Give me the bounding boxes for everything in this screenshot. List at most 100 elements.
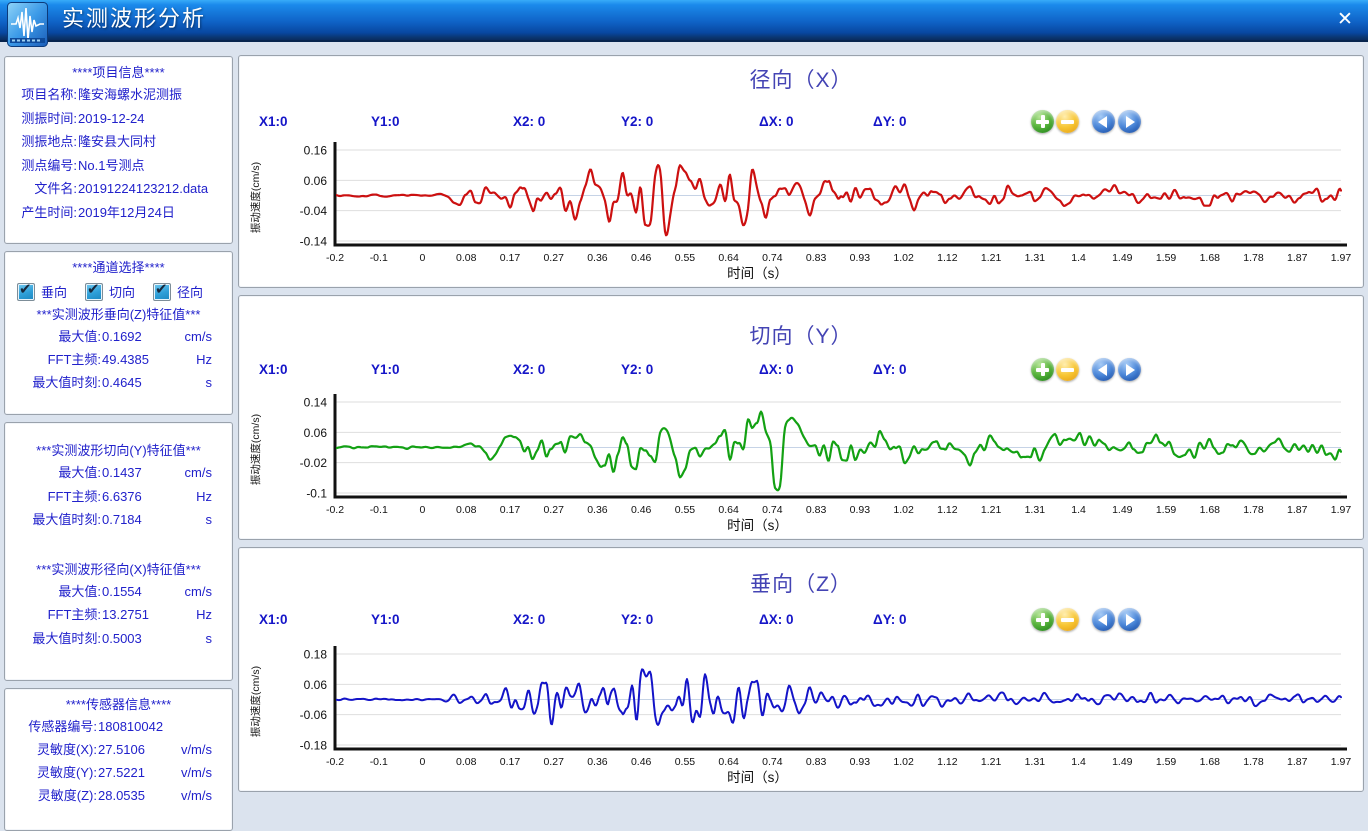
svg-text:0.93: 0.93	[850, 756, 871, 768]
field-value: 0.1437	[102, 465, 142, 480]
svg-text:1.49: 1.49	[1112, 504, 1133, 516]
waveform-plot[interactable]: 0.14 0.06 -0.02 -0.1 振动速度(cm/s) -0.2 -0.1 0 0.08…	[245, 388, 1357, 537]
svg-text:1.02: 1.02	[893, 756, 914, 768]
svg-text:振动速度(cm/s): 振动速度(cm/s)	[249, 666, 262, 737]
svg-text:0.46: 0.46	[631, 504, 652, 516]
feature-row: 最大值: 0.1554 cm/s	[11, 580, 226, 604]
svg-text:1.59: 1.59	[1156, 756, 1177, 768]
svg-text:-0.1: -0.1	[370, 504, 388, 516]
field-unit: s	[205, 375, 213, 390]
svg-text:0.16: 0.16	[304, 144, 328, 158]
chart-area: 径向（X） X1:0 Y1:0 X2: 0 Y2: 0 ΔX: 0 ΔY: 0 …	[238, 55, 1364, 792]
field-label: FFT主频:	[47, 607, 101, 622]
svg-text:0.06: 0.06	[304, 678, 328, 692]
svg-text:1.97: 1.97	[1331, 756, 1352, 768]
svg-text:-0.2: -0.2	[326, 252, 344, 264]
cursor-dy: ΔY: 0	[873, 114, 907, 129]
cursor-dx: ΔX: 0	[759, 362, 794, 377]
checkbox-icon[interactable]: ✔	[153, 280, 172, 301]
svg-text:-0.1: -0.1	[370, 756, 388, 768]
feature-title-x: ***实测波形径向(X)特征值***	[36, 561, 201, 577]
waveform-plot[interactable]: 0.16 0.06 -0.04 -0.14 振动速度(cm/s) -0.2 -0.1 0 0.0…	[245, 136, 1357, 285]
cursor-x1: X1:0	[259, 612, 288, 627]
feature-row: FFT主频: 13.2751 Hz	[11, 603, 226, 627]
svg-text:1.59: 1.59	[1156, 504, 1177, 516]
close-icon[interactable]: ✕	[1337, 9, 1353, 30]
svg-text:-0.2: -0.2	[326, 756, 344, 768]
checkmark-icon: ✔	[155, 280, 168, 298]
waveform-plot[interactable]: 0.18 0.06 -0.06 -0.18 振动速度(cm/s) -0.2 -0.1 0 0.0…	[245, 640, 1357, 789]
svg-text:1.49: 1.49	[1112, 252, 1133, 264]
pan-right-button[interactable]	[1118, 110, 1141, 133]
pan-left-button[interactable]	[1092, 358, 1115, 381]
pan-left-button[interactable]	[1092, 608, 1115, 631]
checkbox-icon[interactable]: ✔	[17, 281, 35, 301]
checkbox-label: 径向	[177, 285, 204, 300]
field-label: 测振地点:	[21, 134, 77, 149]
channel-checkbox-tangential[interactable]: ✔ 切向	[85, 281, 136, 301]
svg-text:-0.04: -0.04	[300, 204, 328, 218]
app-logo-icon	[7, 2, 48, 47]
field-label: 传感器编号:	[28, 719, 97, 734]
svg-text:1.12: 1.12	[937, 756, 958, 768]
svg-text:1.97: 1.97	[1331, 252, 1352, 264]
feature-block-x: ***实测波形径向(X)特征值*** 最大值: 0.1554 cm/s FFT主频:…	[11, 559, 226, 651]
channel-select-title: ****通道选择****	[72, 260, 165, 275]
chart-title: 切向（Y）	[749, 325, 853, 348]
svg-text:0.46: 0.46	[631, 756, 652, 768]
sensor-row: 灵敏度(Y): 27.5221 v/m/s	[11, 761, 226, 784]
field-value: 0.5003	[102, 630, 142, 646]
chart-panel-vertical-z: 垂向（Z） X1:0 Y1:0 X2: 0 Y2: 0 ΔX: 0 ΔY: 0 …	[238, 547, 1364, 792]
svg-text:0.27: 0.27	[543, 252, 564, 264]
field-unit: Hz	[196, 607, 212, 622]
pan-left-button[interactable]	[1092, 110, 1115, 133]
zoom-in-button[interactable]	[1031, 358, 1054, 381]
svg-text:1.31: 1.31	[1025, 504, 1046, 516]
zoom-out-button[interactable]	[1056, 608, 1079, 631]
svg-text:0.74: 0.74	[762, 504, 783, 516]
feature-row: 最大值时刻: 0.5003 s	[11, 627, 226, 651]
project-row: 产生时间: 2019年12月24日	[11, 201, 226, 225]
feature-row: 最大值: 0.1437 cm/s	[11, 461, 226, 485]
channel-checkbox-radial[interactable]: ✔ 径向	[153, 280, 204, 301]
project-row: 测振地点: 隆安县大同村	[11, 130, 226, 154]
field-unit: s	[205, 630, 213, 646]
svg-text:1.21: 1.21	[981, 756, 1002, 768]
svg-text:时间（s）: 时间（s）	[727, 518, 788, 533]
svg-text:0.83: 0.83	[806, 252, 827, 264]
chart-panel-tangential-y: 切向（Y） X1:0 Y1:0 X2: 0 Y2: 0 ΔX: 0 ΔY: 0 …	[238, 295, 1364, 540]
field-label: FFT主频:	[47, 488, 101, 504]
svg-text:0.08: 0.08	[456, 504, 477, 516]
checkbox-icon[interactable]: ✔	[85, 281, 104, 301]
svg-text:0.55: 0.55	[675, 252, 696, 264]
channel-checkbox-vertical[interactable]: ✔ 垂向	[17, 281, 67, 301]
checkbox-label: 切向	[109, 285, 136, 300]
svg-text:0.17: 0.17	[500, 252, 521, 264]
project-info-title: ****项目信息****	[72, 65, 165, 80]
zoom-out-button[interactable]	[1056, 358, 1079, 381]
field-label: 最大值时刻:	[32, 375, 101, 390]
cursor-x2: X2: 0	[513, 114, 546, 129]
svg-text:0.55: 0.55	[675, 504, 696, 516]
feature-row: 最大值时刻: 0.4645 s	[11, 371, 226, 394]
svg-text:1.12: 1.12	[937, 504, 958, 516]
svg-text:1.4: 1.4	[1071, 504, 1086, 516]
zoom-in-button[interactable]	[1031, 608, 1054, 631]
pan-right-button[interactable]	[1118, 608, 1141, 631]
cursor-readout-row: X1:0 Y1:0 X2: 0 Y2: 0 ΔX: 0 ΔY: 0	[239, 108, 1363, 138]
zoom-out-button[interactable]	[1056, 110, 1079, 133]
svg-text:时间（s）: 时间（s）	[727, 770, 788, 785]
field-unit: s	[205, 512, 213, 527]
pan-right-button[interactable]	[1118, 358, 1141, 381]
field-unit: v/m/s	[180, 742, 212, 757]
field-value: 2019年12月24日	[78, 204, 175, 220]
zoom-in-button[interactable]	[1031, 110, 1054, 133]
field-label: 灵敏度(Y):	[37, 765, 97, 780]
field-value: 20191224123212.data	[78, 181, 209, 196]
svg-text:1.87: 1.87	[1287, 252, 1308, 264]
svg-text:0.36: 0.36	[587, 756, 608, 768]
feature-title-z: ***实测波形垂向(Z)特征值***	[36, 307, 201, 322]
svg-text:0.93: 0.93	[850, 504, 871, 516]
cursor-y1: Y1:0	[371, 114, 400, 129]
field-label: 最大值时刻:	[32, 630, 101, 646]
